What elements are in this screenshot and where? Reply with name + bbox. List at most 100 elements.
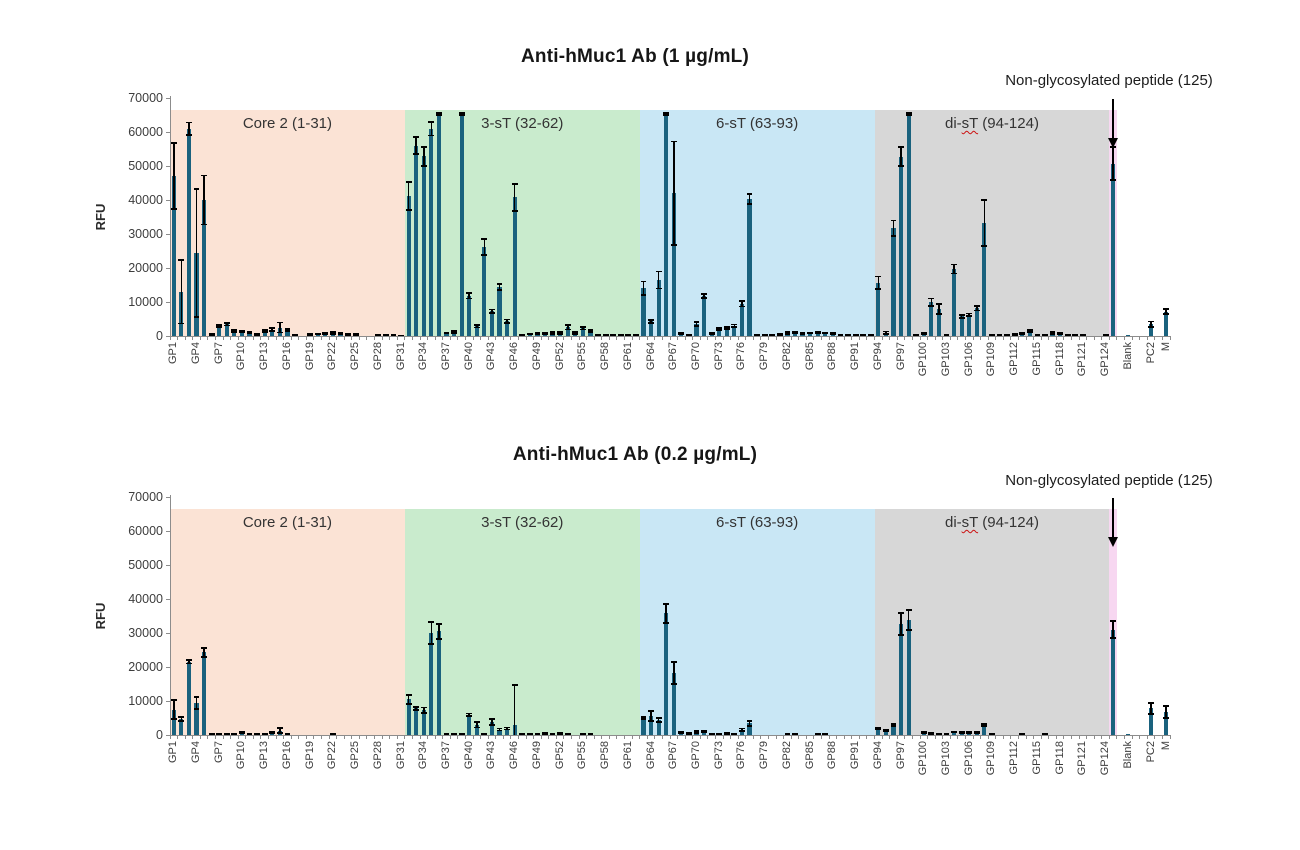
error-bar-cap-bottom: [231, 330, 238, 333]
error-bar: [513, 183, 516, 211]
error-bar-cap-top: [981, 198, 988, 201]
error-bar-cap-bottom: [526, 333, 533, 336]
error-bar: [468, 713, 471, 717]
x-axis-tick: [230, 336, 232, 340]
error-bar-cap-top: [920, 331, 927, 334]
x-axis-tick: [169, 336, 171, 340]
error-bar-cap-bottom: [723, 328, 730, 330]
x-axis-label-GP106: GP106: [962, 342, 975, 377]
x-axis-tick: [911, 336, 913, 340]
x-axis-label-GP16: GP16: [280, 342, 293, 371]
x-axis-tick: [419, 336, 421, 340]
x-axis-label-GP76: GP76: [735, 342, 748, 371]
error-bar-cap-bottom: [511, 209, 518, 212]
x-axis-tick: [442, 735, 444, 739]
error-bar-cap-bottom: [534, 733, 541, 736]
error-bar-cap-top: [269, 731, 276, 733]
error-bar-cap-bottom: [1064, 334, 1071, 337]
error-bar-cap-top: [239, 731, 245, 733]
error-bar-cap-bottom: [716, 733, 723, 736]
x-axis-label-GP10: GP10: [235, 741, 248, 770]
error-bar-cap-top: [951, 730, 957, 733]
error-bar-cap-bottom: [807, 332, 814, 335]
x-axis-tick: [624, 336, 626, 340]
error-bar-cap-top: [231, 329, 238, 331]
error-bar: [642, 281, 645, 296]
x-axis-tick: [563, 336, 565, 340]
y-axis-title-bottom: RFU: [93, 602, 108, 630]
error-bar-cap-bottom: [269, 732, 276, 735]
error-bar-cap-top: [193, 187, 200, 190]
error-bar: [892, 220, 895, 237]
error-bar-cap-bottom: [837, 334, 844, 337]
x-axis-label-GP79: GP79: [758, 741, 771, 770]
error-bar-cap-bottom: [276, 732, 283, 734]
x-axis-tick: [639, 336, 641, 340]
error-bar-cap-bottom: [1110, 179, 1117, 182]
error-bar-cap-bottom: [670, 683, 677, 686]
error-bar-cap-bottom: [481, 253, 488, 256]
bar-GP3: [186, 128, 192, 336]
x-axis-tick: [821, 336, 822, 340]
x-axis-tick: [775, 735, 777, 739]
region-band: [404, 508, 640, 735]
error-bar-cap-top: [973, 304, 980, 307]
error-bar-cap-top: [451, 330, 457, 333]
error-bar: [506, 319, 508, 324]
bar-GP71: [701, 295, 707, 336]
error-bar-cap-top: [170, 142, 177, 145]
error-bar-cap-bottom: [648, 719, 654, 722]
error-bar: [203, 175, 205, 225]
bar-GP105: [959, 316, 964, 336]
x-axis-tick: [790, 336, 792, 340]
bar-GP1: [171, 709, 176, 735]
x-axis-label-GP79: GP79: [758, 342, 771, 371]
x-axis-tick: [798, 336, 800, 340]
x-axis-tick: [851, 336, 853, 340]
x-axis-label-GP1: GP1: [167, 342, 180, 365]
x-axis-tick: [889, 735, 891, 739]
error-bar-cap-top: [481, 238, 488, 240]
x-axis-tick: [646, 735, 648, 739]
error-bar-cap-bottom: [579, 328, 586, 331]
error-bar-cap-bottom: [178, 322, 185, 325]
error-bar-cap-bottom: [496, 289, 503, 291]
x-axis-tick: [396, 336, 398, 340]
x-axis-tick: [783, 336, 785, 340]
y-axis-tick-label: 0: [156, 727, 163, 742]
bar-GP7: [217, 326, 222, 336]
error-bar-cap-bottom: [564, 733, 571, 736]
x-axis-label-GP4: GP4: [190, 342, 202, 365]
error-bar-cap-top: [1148, 702, 1154, 704]
error-bar: [1112, 621, 1114, 639]
error-bar-cap-bottom: [1034, 334, 1041, 337]
x-axis-label-GP88: GP88: [826, 342, 839, 371]
error-bar-cap-bottom: [178, 719, 185, 722]
x-axis-tick: [1025, 336, 1027, 340]
x-axis-tick: [639, 735, 641, 739]
error-bar-cap-bottom: [875, 287, 882, 290]
error-bar-cap-bottom: [216, 326, 223, 329]
error-bar: [1165, 706, 1167, 719]
bar-GP32: [406, 195, 411, 336]
x-axis-tick: [396, 735, 398, 739]
x-axis-label-GP97: GP97: [894, 741, 907, 770]
error-bar-cap-top: [504, 726, 511, 729]
x-axis-label-GP49: GP49: [530, 741, 543, 770]
error-bar-cap-bottom: [526, 733, 533, 736]
x-axis-tick: [571, 336, 572, 340]
bar-GP94: [876, 282, 881, 336]
error-bar: [422, 707, 425, 713]
bar-GP10: [239, 331, 245, 336]
x-axis-tick: [427, 735, 429, 739]
error-bar-cap-top: [466, 292, 473, 295]
error-bar-cap-bottom: [822, 733, 829, 736]
region-band: [639, 508, 875, 735]
x-axis-label-GP73: GP73: [712, 342, 725, 371]
error-bar-cap-bottom: [860, 334, 867, 337]
x-axis-tick: [230, 735, 232, 739]
error-bar-cap-top: [973, 730, 980, 733]
error-bar-cap-bottom: [1019, 733, 1026, 736]
bar-GP46: [512, 197, 517, 336]
error-bar: [491, 719, 493, 725]
